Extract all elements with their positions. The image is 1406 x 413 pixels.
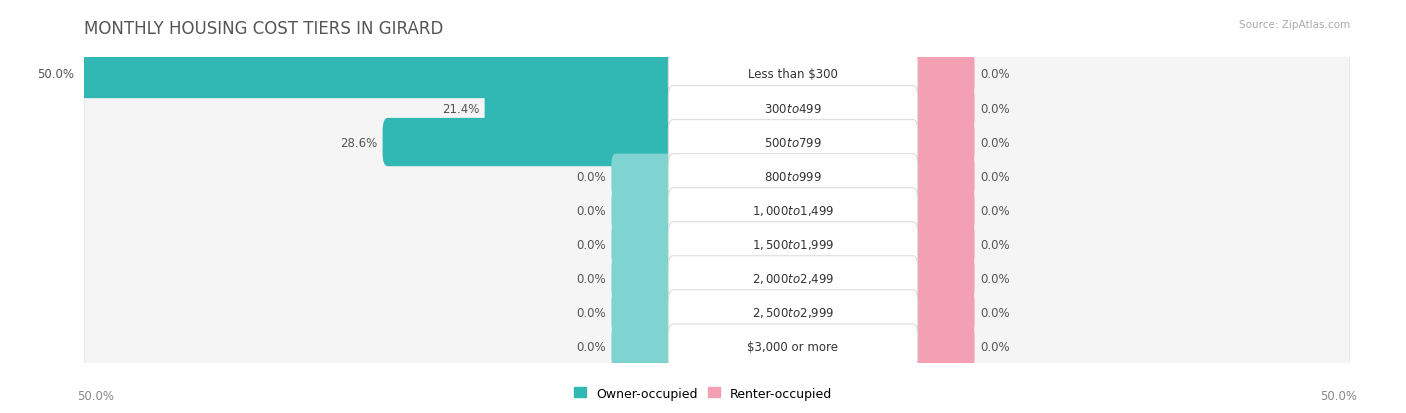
Text: 0.0%: 0.0%	[576, 204, 606, 217]
Text: 21.4%: 21.4%	[443, 102, 479, 115]
Text: 50.0%: 50.0%	[77, 389, 114, 402]
FancyBboxPatch shape	[908, 290, 974, 335]
FancyBboxPatch shape	[84, 85, 1350, 132]
FancyBboxPatch shape	[908, 324, 974, 369]
FancyBboxPatch shape	[668, 52, 918, 97]
Text: $3,000 or more: $3,000 or more	[748, 340, 838, 353]
FancyBboxPatch shape	[612, 154, 678, 199]
FancyBboxPatch shape	[79, 51, 799, 99]
FancyBboxPatch shape	[382, 119, 799, 167]
FancyBboxPatch shape	[80, 185, 1354, 237]
FancyBboxPatch shape	[80, 252, 1354, 305]
FancyBboxPatch shape	[908, 188, 974, 233]
FancyBboxPatch shape	[668, 120, 918, 165]
Text: 0.0%: 0.0%	[980, 204, 1010, 217]
FancyBboxPatch shape	[84, 154, 1350, 200]
FancyBboxPatch shape	[668, 154, 918, 199]
Text: MONTHLY HOUSING COST TIERS IN GIRARD: MONTHLY HOUSING COST TIERS IN GIRARD	[84, 20, 444, 38]
FancyBboxPatch shape	[908, 256, 974, 301]
FancyBboxPatch shape	[80, 116, 1354, 169]
FancyBboxPatch shape	[84, 188, 1350, 234]
Text: $2,000 to $2,499: $2,000 to $2,499	[752, 272, 834, 285]
Text: $1,000 to $1,499: $1,000 to $1,499	[752, 204, 834, 218]
Text: $800 to $999: $800 to $999	[763, 170, 823, 183]
Text: 50.0%: 50.0%	[37, 68, 75, 81]
Text: Source: ZipAtlas.com: Source: ZipAtlas.com	[1239, 20, 1350, 30]
Text: $500 to $799: $500 to $799	[763, 136, 823, 149]
FancyBboxPatch shape	[84, 120, 1350, 166]
FancyBboxPatch shape	[908, 86, 974, 131]
Text: $1,500 to $1,999: $1,500 to $1,999	[752, 237, 834, 252]
Text: Less than $300: Less than $300	[748, 68, 838, 81]
Text: 0.0%: 0.0%	[980, 306, 1010, 319]
Text: 0.0%: 0.0%	[576, 238, 606, 251]
FancyBboxPatch shape	[908, 154, 974, 199]
Text: $300 to $499: $300 to $499	[763, 102, 823, 115]
FancyBboxPatch shape	[80, 49, 1354, 101]
FancyBboxPatch shape	[84, 256, 1350, 301]
FancyBboxPatch shape	[668, 290, 918, 335]
FancyBboxPatch shape	[908, 120, 974, 165]
Text: 0.0%: 0.0%	[980, 170, 1010, 183]
FancyBboxPatch shape	[80, 320, 1354, 373]
Text: 0.0%: 0.0%	[980, 272, 1010, 285]
FancyBboxPatch shape	[612, 324, 678, 369]
Text: 0.0%: 0.0%	[980, 102, 1010, 115]
FancyBboxPatch shape	[84, 323, 1350, 370]
FancyBboxPatch shape	[668, 324, 918, 369]
FancyBboxPatch shape	[612, 256, 678, 301]
FancyBboxPatch shape	[612, 290, 678, 335]
Text: 0.0%: 0.0%	[576, 272, 606, 285]
Text: 0.0%: 0.0%	[980, 238, 1010, 251]
FancyBboxPatch shape	[668, 188, 918, 233]
FancyBboxPatch shape	[612, 188, 678, 233]
FancyBboxPatch shape	[80, 150, 1354, 203]
FancyBboxPatch shape	[668, 86, 918, 131]
Text: 28.6%: 28.6%	[340, 136, 378, 149]
Text: 0.0%: 0.0%	[576, 170, 606, 183]
Text: 0.0%: 0.0%	[980, 68, 1010, 81]
Text: 50.0%: 50.0%	[1320, 389, 1357, 402]
Text: 0.0%: 0.0%	[576, 340, 606, 353]
Legend: Owner-occupied, Renter-occupied: Owner-occupied, Renter-occupied	[568, 382, 838, 405]
FancyBboxPatch shape	[908, 52, 974, 97]
FancyBboxPatch shape	[84, 221, 1350, 268]
FancyBboxPatch shape	[485, 85, 799, 133]
FancyBboxPatch shape	[80, 218, 1354, 271]
FancyBboxPatch shape	[80, 83, 1354, 135]
Text: 0.0%: 0.0%	[576, 306, 606, 319]
FancyBboxPatch shape	[668, 256, 918, 301]
FancyBboxPatch shape	[84, 52, 1350, 98]
FancyBboxPatch shape	[908, 222, 974, 267]
Text: 0.0%: 0.0%	[980, 136, 1010, 149]
FancyBboxPatch shape	[80, 286, 1354, 339]
Text: $2,500 to $2,999: $2,500 to $2,999	[752, 306, 834, 320]
FancyBboxPatch shape	[84, 290, 1350, 336]
Text: 0.0%: 0.0%	[980, 340, 1010, 353]
FancyBboxPatch shape	[668, 222, 918, 267]
FancyBboxPatch shape	[612, 222, 678, 267]
